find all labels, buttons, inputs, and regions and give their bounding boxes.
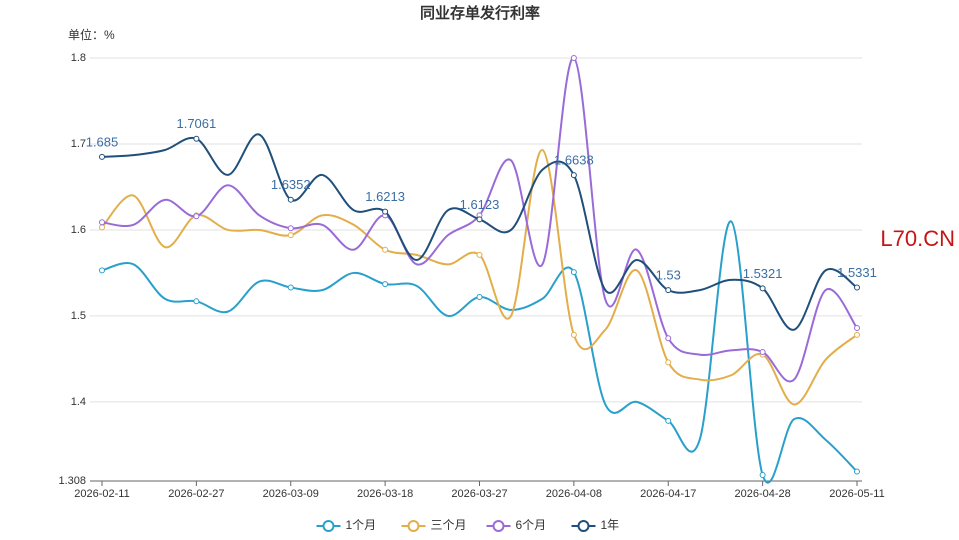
x-tick-label: 2026-04-28 [734,488,790,500]
legend-swatch-marker [492,520,505,532]
point-marker [476,294,483,301]
point-marker [382,246,389,253]
data-label: 1.5331 [837,265,877,280]
data-label: 1.6123 [460,197,500,212]
point-marker [193,135,200,142]
legend-item[interactable]: 6个月 [486,518,547,532]
data-label: 1.6213 [365,189,405,204]
point-marker [570,172,577,179]
x-tick-label: 2026-04-17 [640,488,696,500]
point-marker [99,267,105,274]
point-marker [854,468,860,475]
legend-item[interactable]: 1年 [571,518,620,532]
point-marker [99,219,105,226]
point-marker [854,331,860,338]
data-label: 1.6638 [554,153,594,168]
x-tick-label: 2026-02-27 [168,488,224,500]
point-marker [193,213,200,220]
data-label: 1.685 [86,134,119,149]
point-marker [854,324,860,331]
point-marker [287,225,294,232]
point-marker [193,298,200,305]
point-marker [99,224,105,231]
point-marker [476,251,483,258]
point-marker [99,153,105,160]
y-tick-label: 1.8 [71,52,86,64]
legend-swatch-marker [322,520,335,532]
unit-label: 单位：% [68,27,115,42]
x-tick-label: 2026-05-11 [829,488,884,500]
chart-title: 同业存单发行利率 [420,4,540,22]
point-marker [854,284,860,291]
point-marker [665,359,672,366]
y-tick-label: 1.6 [71,224,86,236]
series-line [101,220,858,484]
point-marker [665,287,672,294]
x-tick-label: 2026-03-09 [263,488,319,500]
point-marker [287,232,294,239]
data-label: 1.6352 [271,177,311,192]
y-tick-label: 1.7 [71,138,86,150]
legend-label: 6个月 [516,518,547,532]
y-tick-label: 1.308 [58,475,86,487]
x-tick-label: 2026-03-18 [357,488,413,500]
series-line [101,148,858,406]
x-tick-label: 2026-03-27 [451,488,507,500]
y-tick-label: 1.5 [71,310,86,322]
point-marker [759,349,766,356]
x-tick-label: 2026-02-11 [74,488,129,500]
point-marker [570,269,577,276]
y-tick-label: 1.4 [71,396,86,408]
point-marker [382,281,389,288]
legend-label: 1个月 [346,518,377,532]
legend-item[interactable]: 1个月 [316,518,377,532]
x-tick-label: 2026-04-08 [546,488,602,500]
point-marker [759,285,766,292]
watermark: L70.CN [880,226,955,251]
data-label: 1.53 [656,268,681,283]
point-marker [570,55,577,61]
legend: 1个月 三个月 6个月 1年 [316,518,620,532]
point-marker [665,335,672,342]
legend-swatch-marker [407,520,420,532]
data-label: 1.5321 [743,266,783,281]
data-label: 1.7061 [176,116,216,131]
point-marker [665,417,672,424]
series-line [101,56,858,383]
legend-swatch-marker [577,520,590,532]
point-marker [476,216,483,223]
legend-label: 三个月 [431,518,467,532]
point-marker [287,284,294,291]
legend-item[interactable]: 三个月 [401,518,467,532]
legend-label: 1年 [601,518,620,532]
point-marker [759,471,766,478]
point-marker [287,196,294,203]
point-marker [570,331,577,338]
point-marker [382,208,389,215]
